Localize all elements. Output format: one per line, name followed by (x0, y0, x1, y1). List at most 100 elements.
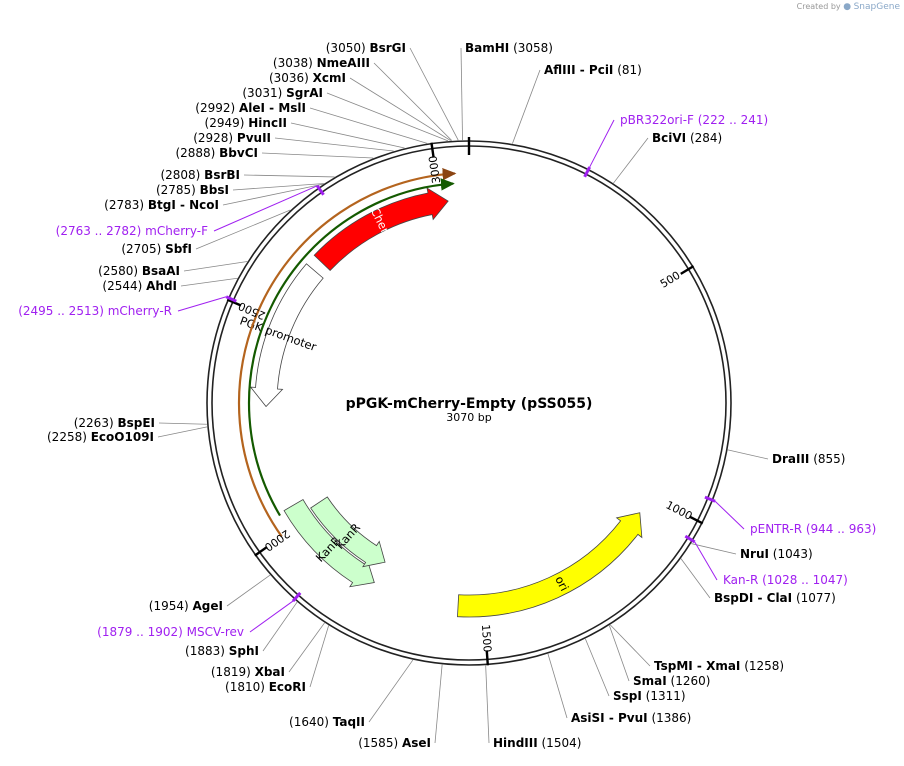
site-number: (2785) (156, 183, 200, 197)
site-layer: (3050) BsrGI(3038) NmeAIII(3036) XcmI(30… (18, 41, 876, 750)
primer-leader (177, 296, 227, 312)
site-leader (309, 625, 330, 688)
site-leader (262, 601, 298, 652)
site-number: (1640) (289, 715, 333, 729)
site-name: XbaI (255, 665, 285, 679)
feature-kanr2 (310, 496, 386, 568)
site-name: NruI (740, 547, 769, 561)
site-number: (1077) (792, 591, 836, 605)
site-label: SmaI (1260) (633, 674, 710, 688)
site-label: (1819) XbaI (211, 665, 285, 679)
tick-label: 500 (658, 269, 683, 291)
tick-mark (680, 265, 695, 275)
site-leader (222, 183, 324, 206)
site-name: BsaAI (142, 264, 180, 278)
site-name: NmeAIII (317, 56, 370, 70)
site-name: XcmI (313, 71, 346, 85)
site-number: (1585) (358, 736, 402, 750)
site-leader (226, 574, 271, 607)
site-name: HindIII (493, 736, 538, 750)
site-leader (691, 543, 737, 555)
site-name: TspMI - XmaI (654, 659, 740, 673)
feature-ori (457, 512, 643, 618)
primer-binding-arc-outer (237, 168, 457, 538)
site-label: BciVI (284) (652, 131, 722, 145)
site-label: (1640) TaqII (289, 715, 365, 729)
primer-leader (589, 119, 615, 168)
site-leader (183, 261, 248, 272)
site-name: SbfI (165, 242, 192, 256)
site-number: (1258) (740, 659, 784, 673)
credit-prefix: Created by (796, 2, 841, 11)
tick-mark (226, 298, 242, 307)
primer-label: (1879 .. 1902) MSCV-rev (97, 625, 244, 639)
site-label: (3036) XcmI (269, 71, 346, 85)
site-number: (2263) (74, 416, 118, 430)
site-leader (547, 653, 568, 719)
site-leader (288, 622, 325, 673)
site-name: BsrBI (204, 168, 240, 182)
feature-kanr1 (283, 498, 375, 588)
site-leader (157, 426, 208, 438)
site-name: BspDI - ClaI (714, 591, 792, 605)
site-leader (460, 47, 463, 141)
primer-leader (213, 185, 318, 232)
tick-label: 1000 (664, 498, 695, 522)
site-name: SgrAI (286, 86, 323, 100)
site-leader (608, 625, 630, 682)
primer-leader (694, 541, 718, 581)
site-leader (290, 122, 405, 149)
site-leader (368, 659, 414, 723)
site-number: (1810) (225, 680, 269, 694)
site-label: (2928) PvuII (193, 131, 271, 145)
site-number: (2705) (121, 242, 165, 256)
site-label: (2580) BsaAI (98, 264, 180, 278)
site-name: BsrGI (369, 41, 406, 55)
site-name: BbsI (200, 183, 229, 197)
site-label: (2783) BtgI - NcoI (104, 198, 219, 212)
site-name: AflIII - PciI (544, 63, 613, 77)
primer-mark (225, 295, 237, 303)
site-name: AgeI (193, 599, 223, 613)
site-label: SspI (1311) (613, 689, 686, 703)
site-number: (1386) (648, 711, 692, 725)
site-leader (309, 107, 428, 144)
site-leader (243, 174, 335, 178)
feature-mcherry (313, 187, 449, 271)
site-name: AsiSI - PvuI (571, 711, 648, 725)
site-leader (727, 449, 769, 460)
site-name: EcoO109I (91, 430, 154, 444)
site-leader (585, 638, 610, 697)
site-label: NruI (1043) (740, 547, 813, 561)
site-number: (2544) (102, 279, 146, 293)
tick-label: 1500 (479, 624, 494, 653)
primer-binding-arc-inner (247, 178, 455, 517)
site-name: DraIII (772, 452, 809, 466)
site-name: BamHI (465, 41, 509, 55)
primer-leader (714, 500, 745, 530)
site-leader (613, 137, 649, 184)
primer-mark (684, 534, 696, 544)
site-number: (3058) (509, 41, 553, 55)
tick-mark (430, 142, 435, 158)
feature-ori-label: ori (552, 574, 571, 594)
snapgene-logo-icon: ● (843, 2, 852, 12)
site-leader (158, 422, 207, 425)
site-name: AseI (402, 736, 431, 750)
site-label: (2544) AhdI (102, 279, 177, 293)
snapgene-credit: Created by ● SnapGene (797, 2, 900, 12)
site-number: (2888) (175, 146, 219, 160)
site-leader (512, 69, 541, 144)
site-leader (180, 277, 238, 287)
site-leader (274, 137, 394, 152)
site-label: (2888) BbvCI (175, 146, 258, 160)
tick-mark (688, 515, 704, 525)
site-leader (373, 62, 453, 141)
site-number: (2783) (104, 198, 148, 212)
site-label: (1954) AgeI (149, 599, 223, 613)
site-label: AsiSI - PvuI (1386) (571, 711, 691, 725)
site-name: SphI (229, 644, 259, 658)
site-leader (434, 664, 443, 744)
primer-leader (249, 600, 294, 633)
